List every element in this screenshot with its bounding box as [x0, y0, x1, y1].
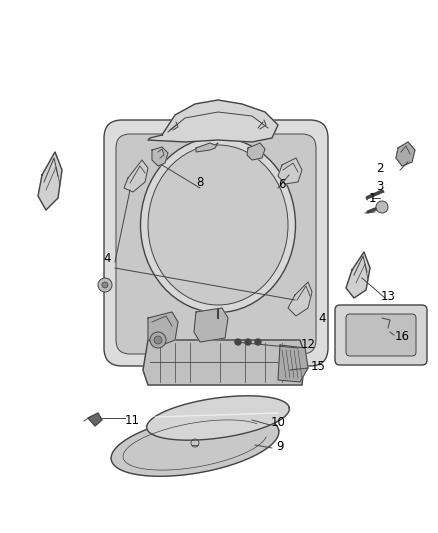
- Polygon shape: [288, 282, 312, 316]
- Text: 1: 1: [368, 191, 376, 205]
- Polygon shape: [278, 345, 308, 382]
- Circle shape: [376, 201, 388, 213]
- Circle shape: [245, 339, 251, 345]
- Text: 4: 4: [318, 311, 326, 325]
- Ellipse shape: [141, 138, 296, 312]
- FancyBboxPatch shape: [104, 120, 328, 366]
- Ellipse shape: [148, 145, 288, 305]
- Polygon shape: [396, 142, 415, 166]
- Circle shape: [235, 339, 241, 345]
- Polygon shape: [152, 147, 168, 166]
- FancyBboxPatch shape: [346, 314, 416, 356]
- Polygon shape: [143, 340, 305, 385]
- Circle shape: [150, 332, 166, 348]
- Polygon shape: [148, 312, 178, 345]
- Circle shape: [154, 336, 162, 344]
- Polygon shape: [147, 396, 290, 440]
- Text: 8: 8: [196, 176, 204, 190]
- Text: 10: 10: [271, 416, 286, 429]
- Text: 15: 15: [311, 360, 325, 374]
- FancyBboxPatch shape: [335, 305, 427, 365]
- Text: 3: 3: [376, 180, 384, 192]
- Text: 16: 16: [395, 329, 410, 343]
- Polygon shape: [124, 160, 148, 192]
- Text: 6: 6: [278, 177, 286, 190]
- Polygon shape: [247, 143, 265, 160]
- Polygon shape: [194, 308, 228, 342]
- Circle shape: [98, 278, 112, 292]
- Polygon shape: [111, 414, 279, 477]
- Text: 4: 4: [103, 252, 111, 264]
- Polygon shape: [148, 100, 278, 142]
- Polygon shape: [346, 252, 370, 298]
- Polygon shape: [88, 413, 102, 426]
- Circle shape: [102, 282, 108, 288]
- Polygon shape: [38, 152, 62, 210]
- Text: 13: 13: [381, 289, 396, 303]
- Polygon shape: [278, 158, 302, 184]
- Text: 11: 11: [124, 414, 139, 426]
- Text: 9: 9: [276, 440, 284, 454]
- FancyBboxPatch shape: [116, 134, 316, 354]
- Polygon shape: [196, 143, 218, 152]
- Circle shape: [255, 339, 261, 345]
- Text: 2: 2: [376, 163, 384, 175]
- Text: 12: 12: [300, 337, 315, 351]
